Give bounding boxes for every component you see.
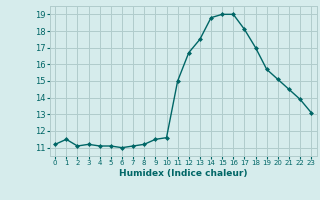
X-axis label: Humidex (Indice chaleur): Humidex (Indice chaleur) <box>119 169 247 178</box>
